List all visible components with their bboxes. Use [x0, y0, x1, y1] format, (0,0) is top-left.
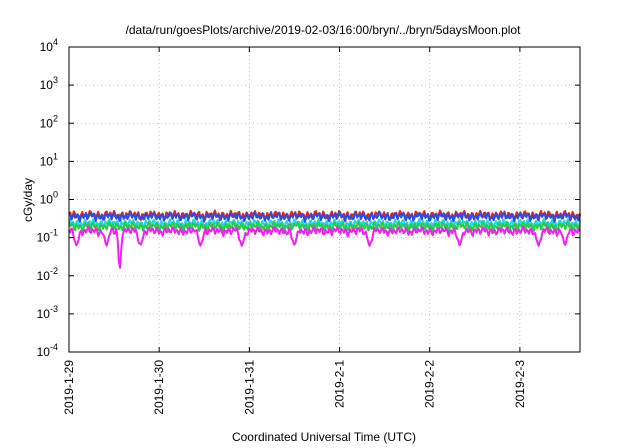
- y-tick-label: 101: [40, 151, 58, 168]
- y-axis-label: cGy/day: [21, 178, 35, 222]
- x-axis-label: Coordinated Universal Time (UTC): [232, 430, 416, 444]
- y-tick-exponent: 1: [53, 151, 58, 161]
- y-tick-label: 10-1: [37, 228, 58, 245]
- y-tick-label: 100: [40, 190, 58, 207]
- x-tick-label: 2019-2-3: [513, 360, 527, 408]
- grid-lines: [69, 47, 580, 352]
- y-tick-label: 102: [40, 113, 58, 130]
- series-line: [68, 225, 581, 269]
- x-tick-label: 2019-1-29: [62, 360, 76, 415]
- y-tick-exponent: -2: [50, 266, 58, 276]
- series-line: [68, 220, 581, 233]
- x-tick-label: 2019-1-31: [242, 360, 256, 415]
- y-tick-exponent: 2: [53, 113, 58, 123]
- chart-title: /data/run/goesPlots/archive/2019-02-03/1…: [126, 23, 522, 37]
- y-tick-exponent: 3: [53, 75, 58, 85]
- x-tick-label: 2019-2-2: [423, 360, 437, 408]
- x-tick-label: 2019-1-30: [152, 360, 166, 415]
- x-tick-label: 2019-2-1: [333, 360, 347, 408]
- y-tick-label: 10-2: [37, 266, 58, 283]
- series-line: [68, 211, 581, 224]
- y-tick-exponent: -3: [50, 304, 58, 314]
- series-group: [68, 209, 581, 269]
- y-tick-exponent: -1: [50, 228, 58, 238]
- y-tick-label: 104: [40, 37, 58, 54]
- y-tick-label: 10-3: [37, 304, 58, 321]
- y-tick-label: 103: [40, 75, 58, 92]
- y-tick-exponent: -4: [50, 342, 58, 352]
- y-tick-label: 10-4: [37, 342, 58, 359]
- x-axis-ticks: 2019-1-29 2019-1-30 2019-1-31 2019-2-1 2019-…: [62, 47, 527, 415]
- y-tick-exponent: 0: [53, 190, 58, 200]
- y-tick-exponent: 4: [53, 37, 58, 47]
